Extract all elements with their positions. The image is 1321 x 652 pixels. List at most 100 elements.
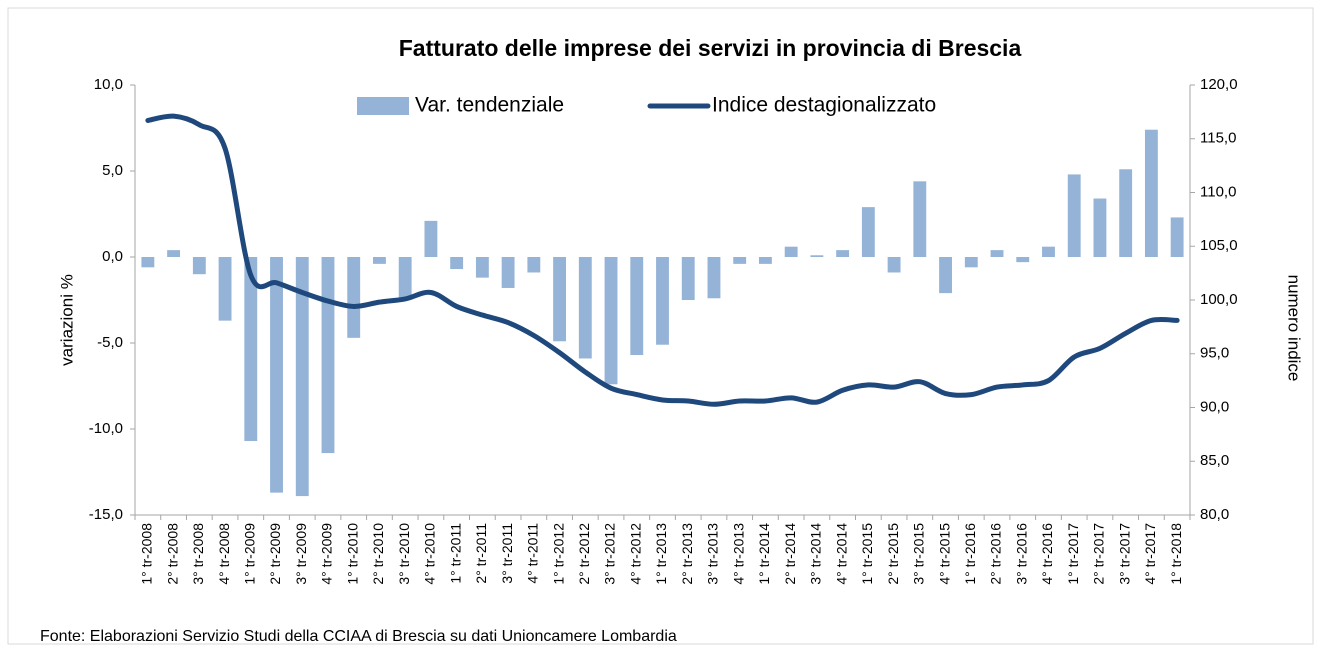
x-tick-label: 3° tr-2016 [1013, 523, 1029, 585]
x-tick-label: 3° tr-2015 [911, 523, 927, 585]
bar [167, 250, 181, 257]
x-tick-label: 4° tr-2013 [730, 523, 746, 585]
x-tick-label: 3° tr-2014 [808, 523, 824, 585]
bar [913, 181, 927, 257]
x-tick-label: 4° tr-2008 [216, 523, 232, 585]
x-tick-label: 4° tr-2014 [833, 523, 849, 585]
bar [475, 257, 489, 278]
x-tick-label: 2° tr-2009 [267, 523, 283, 585]
y-tick-label: -10,0 [89, 420, 123, 437]
bar [141, 257, 155, 268]
y2-tick-label: 85,0 [1200, 452, 1229, 469]
x-tick-label: 1° tr-2010 [344, 523, 360, 585]
x-tick-label: 4° tr-2015 [936, 523, 952, 585]
bar [758, 257, 772, 264]
x-tick-label: 1° tr-2016 [962, 523, 978, 585]
legend-swatch [357, 97, 409, 115]
bar [527, 257, 541, 273]
x-tick-label: 4° tr-2017 [1142, 523, 1158, 585]
x-tick-label: 2° tr-2016 [988, 523, 1004, 585]
y2-tick-label: 95,0 [1200, 345, 1229, 362]
x-tick-label: 4° tr-2011 [525, 523, 541, 584]
x-tick-label: 3° tr-2008 [190, 523, 206, 585]
x-tick-label: 3° tr-2009 [293, 523, 309, 585]
y-axis-title: variazioni % [57, 274, 76, 366]
x-tick-label: 2° tr-2010 [370, 523, 386, 585]
y2-tick-label: 100,0 [1200, 291, 1238, 308]
bar [784, 246, 798, 257]
bar [630, 257, 644, 356]
x-tick-label: 2° tr-2017 [1091, 523, 1107, 585]
bar [1144, 129, 1158, 257]
x-tick-label: 2° tr-2008 [164, 523, 180, 585]
x-tick-label: 2° tr-2011 [473, 523, 489, 584]
y-tick-label: 5,0 [102, 162, 123, 179]
bar [1016, 257, 1030, 263]
y2-axis-title: numero indice [1285, 275, 1304, 382]
x-tick-label: 1° tr-2012 [550, 523, 566, 585]
bar [347, 257, 361, 338]
y-tick-label: 0,0 [102, 248, 123, 265]
x-tick-label: 1° tr-2009 [241, 523, 257, 585]
bar [501, 257, 515, 288]
y2-tick-label: 80,0 [1200, 506, 1229, 523]
chart-frame [7, 7, 1314, 645]
bar [964, 257, 978, 268]
bar [398, 257, 412, 299]
x-tick-label: 2° tr-2015 [885, 523, 901, 585]
x-tick-label: 1° tr-2014 [756, 523, 772, 585]
bar [1119, 169, 1133, 257]
bar [218, 257, 232, 321]
x-tick-label: 3° tr-2010 [396, 523, 412, 585]
bar [321, 257, 335, 454]
bar [836, 250, 850, 257]
bar [887, 257, 901, 273]
x-tick-label: 1° tr-2011 [447, 523, 463, 584]
bar [192, 257, 206, 275]
x-tick-label: 4° tr-2016 [1039, 523, 1055, 585]
bar [1093, 198, 1107, 257]
bar [656, 257, 669, 345]
x-tick-label: 1° tr-2013 [653, 523, 669, 585]
y2-tick-label: 115,0 [1200, 130, 1236, 147]
x-tick-label: 1° tr-2008 [139, 523, 155, 585]
x-tick-label: 1° tr-2018 [1168, 523, 1184, 585]
x-tick-label: 2° tr-2013 [679, 523, 695, 585]
x-tick-label: 4° tr-2009 [319, 523, 335, 585]
bar [681, 257, 695, 300]
bar [990, 250, 1004, 257]
y2-tick-label: 90,0 [1200, 398, 1229, 415]
bar [810, 255, 824, 257]
line [145, 113, 1180, 407]
y2-tick-label: 120,0 [1200, 76, 1238, 93]
x-tick-label: 2° tr-2014 [782, 523, 798, 585]
source-note: Fonte: Elaborazioni Servizio Studi della… [40, 628, 677, 645]
x-tick-label: 4° tr-2012 [627, 523, 643, 585]
x-tick-label: 1° tr-2017 [1065, 523, 1081, 585]
x-tick-label: 3° tr-2017 [1116, 523, 1132, 585]
legend-label: Var. tendenziale [415, 94, 564, 117]
bar [270, 257, 283, 493]
bar [373, 257, 386, 264]
chart-title: Fatturato delle imprese dei servizi in p… [399, 35, 1022, 61]
x-tick-label: 3° tr-2011 [499, 523, 515, 584]
y-tick-label: 10,0 [94, 76, 123, 93]
x-tick-label: 3° tr-2012 [602, 523, 618, 585]
x-tick-label: 4° tr-2010 [422, 523, 438, 585]
legend-label: Indice destagionalizzato [712, 94, 936, 117]
bar [604, 257, 618, 385]
bar [295, 257, 309, 497]
y-tick-label: -15,0 [89, 506, 123, 523]
y2-tick-label: 110,0 [1200, 183, 1236, 200]
bar [861, 207, 875, 257]
y-tick-label: -5,0 [97, 334, 123, 351]
bar [707, 257, 721, 299]
bar [578, 257, 592, 359]
bar [244, 257, 258, 442]
bar [1042, 246, 1055, 257]
x-tick-label: 3° tr-2013 [705, 523, 721, 585]
x-tick-label: 1° tr-2015 [859, 523, 875, 585]
y2-tick-label: 105,0 [1200, 237, 1238, 254]
bar [939, 257, 952, 294]
